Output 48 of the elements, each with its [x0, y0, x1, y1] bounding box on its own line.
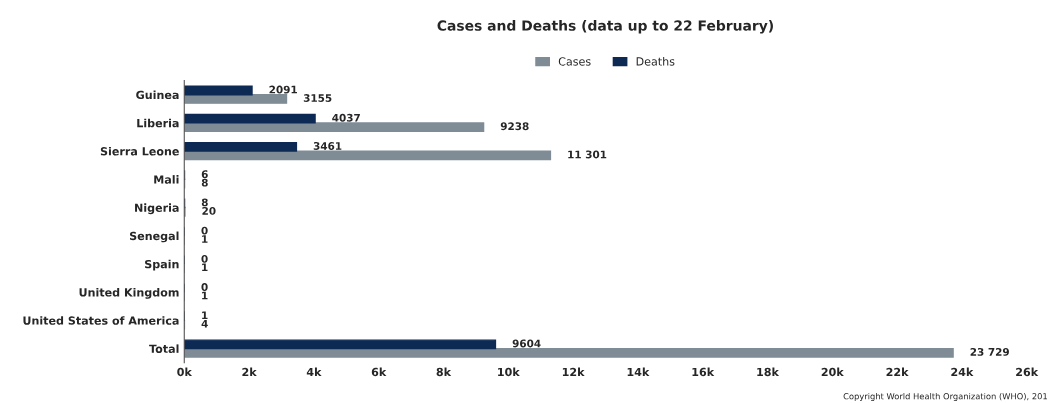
data-label: 0: [201, 226, 208, 235]
x-tick-label: 4k: [306, 367, 322, 376]
data-label: 3155: [303, 94, 332, 102]
data-label: 9604: [512, 339, 541, 348]
data-label: 9238: [500, 122, 529, 131]
x-tick-label: 8k: [436, 367, 452, 377]
data-label: 1: [202, 291, 208, 300]
x-tick-label: 2k: [242, 367, 257, 376]
legend-label: Deaths: [636, 57, 675, 66]
y-tick-label: Liberia: [137, 118, 179, 128]
data-label: 6: [201, 170, 208, 179]
data-label: 11 301: [568, 150, 607, 159]
y-tick-label: Sierra Leone: [100, 146, 179, 156]
data-label: 23 729: [970, 347, 1009, 356]
data-label: 8: [201, 178, 208, 187]
y-tick-label: Mali: [154, 175, 179, 184]
x-tick-label: 20k: [821, 367, 844, 377]
data-label: 20: [202, 206, 216, 215]
y-tick-label: Total: [149, 344, 179, 353]
x-tick-label: 12k: [562, 367, 585, 376]
x-tick-label: 6k: [371, 367, 387, 377]
x-tick-label: 0k: [177, 367, 193, 377]
data-label: 3461: [313, 142, 342, 150]
data-label: 0: [201, 283, 208, 291]
x-tick-label: 18k: [757, 367, 780, 377]
chart-title: Cases and Deaths (data up to 22 February): [437, 20, 773, 34]
data-label: 1: [202, 263, 208, 272]
x-tick-label: 24k: [951, 367, 974, 376]
data-label: 4: [201, 319, 208, 328]
data-label: 4037: [332, 113, 360, 122]
y-tick-label: Senegal: [129, 231, 179, 243]
y-tick-label: Spain: [145, 259, 179, 271]
data-label: 8: [201, 198, 208, 207]
y-tick-label: United States of America: [23, 316, 179, 325]
y-tick-label: Guinea: [136, 90, 179, 100]
x-tick-label: 22k: [886, 367, 909, 376]
legend-label: Cases: [558, 57, 591, 66]
data-label: 2091: [269, 85, 297, 94]
x-tick-label: 14k: [627, 367, 650, 376]
y-tick-label: United Kingdom: [79, 287, 179, 299]
x-tick-label: 10k: [498, 367, 520, 377]
x-tick-label: 26k: [1016, 367, 1039, 377]
data-label: 1: [202, 235, 208, 243]
y-tick-label: Nigeria: [135, 203, 179, 215]
data-label: 1: [202, 311, 208, 320]
data-label: 0: [201, 254, 208, 263]
x-tick-label: 16k: [692, 367, 715, 377]
text: Copyright World Health Organization (WHO), 201: [843, 392, 1047, 401]
